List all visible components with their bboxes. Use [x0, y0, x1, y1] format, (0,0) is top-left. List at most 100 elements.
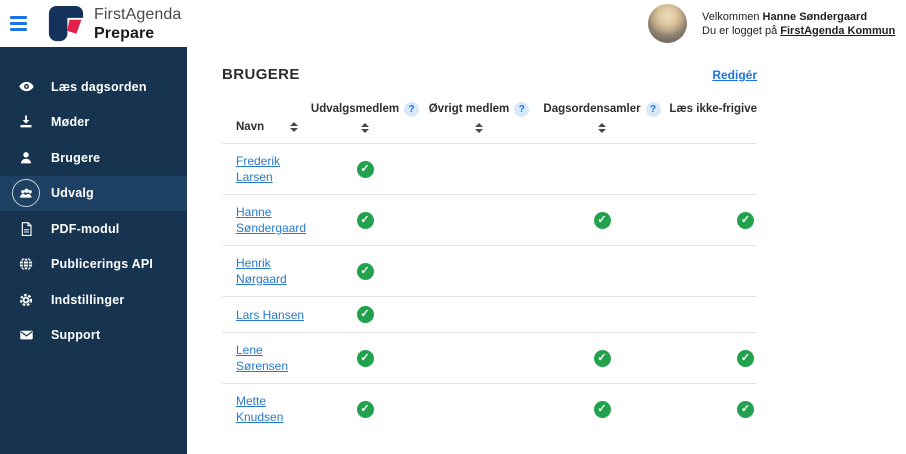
column-header-navn[interactable]: Navn	[222, 101, 310, 134]
name-cell: Frederik Larsen	[222, 153, 310, 185]
login-prefix: Du er logget på	[702, 24, 781, 37]
check-cell: ✓	[538, 400, 666, 418]
user-link[interactable]: Frederik Larsen	[236, 154, 281, 184]
sidebar-item-brugere[interactable]: Brugere	[0, 140, 187, 176]
sort-icon	[290, 122, 299, 132]
table-row: Lene Sørensen ✓ ✓ ✓	[222, 332, 757, 383]
user-icon	[12, 144, 40, 172]
check-cell: ✓	[310, 262, 420, 280]
globe-icon	[12, 250, 40, 278]
name-cell: Lene Sørensen	[222, 342, 310, 374]
table-row: Frederik Larsen ✓	[222, 143, 757, 194]
sidebar-item-label: Udvalg	[51, 186, 94, 201]
brand-line1: FirstAgenda	[94, 5, 182, 23]
page-title: BRUGERE	[222, 66, 300, 83]
name-cell: Mette Knudsen	[222, 393, 310, 425]
sidebar-item-label: Læs dagsorden	[51, 79, 147, 94]
name-cell: Henrik Nørgaard	[222, 255, 310, 287]
check-cell: ✓	[310, 306, 420, 323]
welcome-prefix: Velkommen	[702, 10, 763, 23]
avatar[interactable]	[648, 4, 687, 43]
column-header-udvalgsmedlem[interactable]: Udvalgsmedlem?	[310, 101, 420, 134]
user-link[interactable]: Lene Sørensen	[236, 343, 289, 373]
sidebar-item-m-der[interactable]: Møder	[0, 105, 187, 141]
user-link[interactable]: Henrik Nørgaard	[236, 256, 287, 286]
menu-icon[interactable]	[10, 16, 27, 31]
column-header-dagsordensamler[interactable]: Dagsordensamler?	[538, 101, 666, 134]
sort-icon	[475, 123, 483, 133]
welcome-text: Velkommen Hanne Søndergaard Du er logget…	[702, 10, 895, 38]
column-label: Navn	[236, 121, 265, 133]
check-icon: ✓	[356, 306, 374, 323]
sidebar-item-label: Publicerings API	[51, 257, 154, 272]
table-header: Navn Udvalgsmedlem? Øvrigt medlem? Dagsorde…	[222, 101, 757, 143]
name-cell: Hanne Søndergaard	[222, 204, 310, 236]
sidebar-item-label: PDF-modul	[51, 221, 120, 236]
sort-icon	[361, 123, 369, 133]
sidebar-item-support[interactable]: Support	[0, 318, 187, 354]
check-cell: ✓	[310, 400, 420, 418]
eye-icon	[12, 73, 40, 101]
check-cell: ✓	[666, 400, 757, 418]
check-icon: ✓	[356, 160, 374, 178]
gear-icon	[12, 286, 40, 314]
name-cell: Lars Hansen	[222, 307, 310, 323]
check-icon: ✓	[356, 349, 374, 367]
main-area: BRUGERE Redigér Navn Udvalgsmedlem? Øvrigt…	[187, 47, 906, 454]
edit-link[interactable]: Redigér	[712, 68, 757, 82]
sidebar-item-l-s-dagsorden[interactable]: Læs dagsorden	[0, 69, 187, 105]
help-icon[interactable]: ?	[514, 101, 530, 117]
sidebar: Læs dagsorden Møder Brugere Udvalg PDF-modul…	[0, 47, 187, 454]
sidebar-item-label: Møder	[51, 115, 90, 130]
check-cell: ✓	[538, 349, 666, 367]
table-row: Mette Knudsen ✓ ✓ ✓	[222, 383, 757, 434]
check-icon: ✓	[737, 400, 754, 418]
sidebar-item-label: Indstillinger	[51, 292, 125, 307]
column-label: Læs ikke-frigive	[669, 103, 757, 115]
table-row: Henrik Nørgaard ✓	[222, 245, 757, 296]
check-cell: ✓	[666, 349, 757, 367]
check-icon: ✓	[737, 211, 754, 229]
sidebar-item-label: Support	[51, 328, 101, 343]
pdf-icon	[12, 215, 40, 243]
firstagenda-logo	[47, 4, 85, 44]
sort-icon	[598, 123, 606, 133]
brand-line2: Prepare	[94, 24, 155, 42]
sidebar-item-udvalg[interactable]: Udvalg	[0, 175, 187, 211]
check-icon: ✓	[593, 211, 611, 229]
help-icon[interactable]: ?	[645, 101, 661, 117]
sidebar-item-label: Brugere	[51, 150, 101, 165]
organization-link[interactable]: FirstAgenda Kommun	[780, 24, 896, 37]
column-label: Øvrigt medlem	[428, 103, 510, 115]
table-row: Lars Hansen ✓	[222, 296, 757, 332]
user-link[interactable]: Mette Knudsen	[236, 394, 284, 424]
top-bar: FirstAgenda Prepare Velkommen Hanne Sønd…	[0, 0, 906, 47]
user-name: Hanne Søndergaard	[762, 10, 868, 23]
sidebar-item-publicerings-api[interactable]: Publicerings API	[0, 247, 187, 283]
check-icon: ✓	[356, 262, 374, 280]
check-cell: ✓	[666, 211, 757, 229]
group-icon	[12, 179, 40, 208]
check-icon: ✓	[593, 349, 611, 367]
column-label: Dagsordensamler	[543, 103, 641, 115]
mail-icon	[12, 321, 40, 349]
check-icon: ✓	[356, 400, 374, 418]
title-row: BRUGERE Redigér	[222, 66, 757, 83]
check-icon: ✓	[593, 400, 611, 418]
check-cell: ✓	[310, 160, 420, 178]
sidebar-item-pdf-modul[interactable]: PDF-modul	[0, 211, 187, 247]
brand-wordmark: FirstAgenda Prepare	[94, 5, 181, 43]
content-panel: BRUGERE Redigér Navn Udvalgsmedlem? Øvrigt…	[222, 66, 757, 434]
check-cell: ✓	[538, 211, 666, 229]
user-link[interactable]: Hanne Søndergaard	[236, 205, 307, 235]
sidebar-item-indstillinger[interactable]: Indstillinger	[0, 282, 187, 318]
user-link[interactable]: Lars Hansen	[236, 307, 305, 322]
column-header-vrigt-medlem[interactable]: Øvrigt medlem?	[420, 101, 538, 134]
user-box: Velkommen Hanne Søndergaard Du er logget…	[648, 4, 904, 43]
check-icon: ✓	[737, 349, 754, 367]
help-icon[interactable]: ?	[404, 101, 420, 117]
download-icon	[12, 108, 40, 136]
check-cell: ✓	[310, 211, 420, 229]
table-row: Hanne Søndergaard ✓ ✓ ✓	[222, 194, 757, 245]
